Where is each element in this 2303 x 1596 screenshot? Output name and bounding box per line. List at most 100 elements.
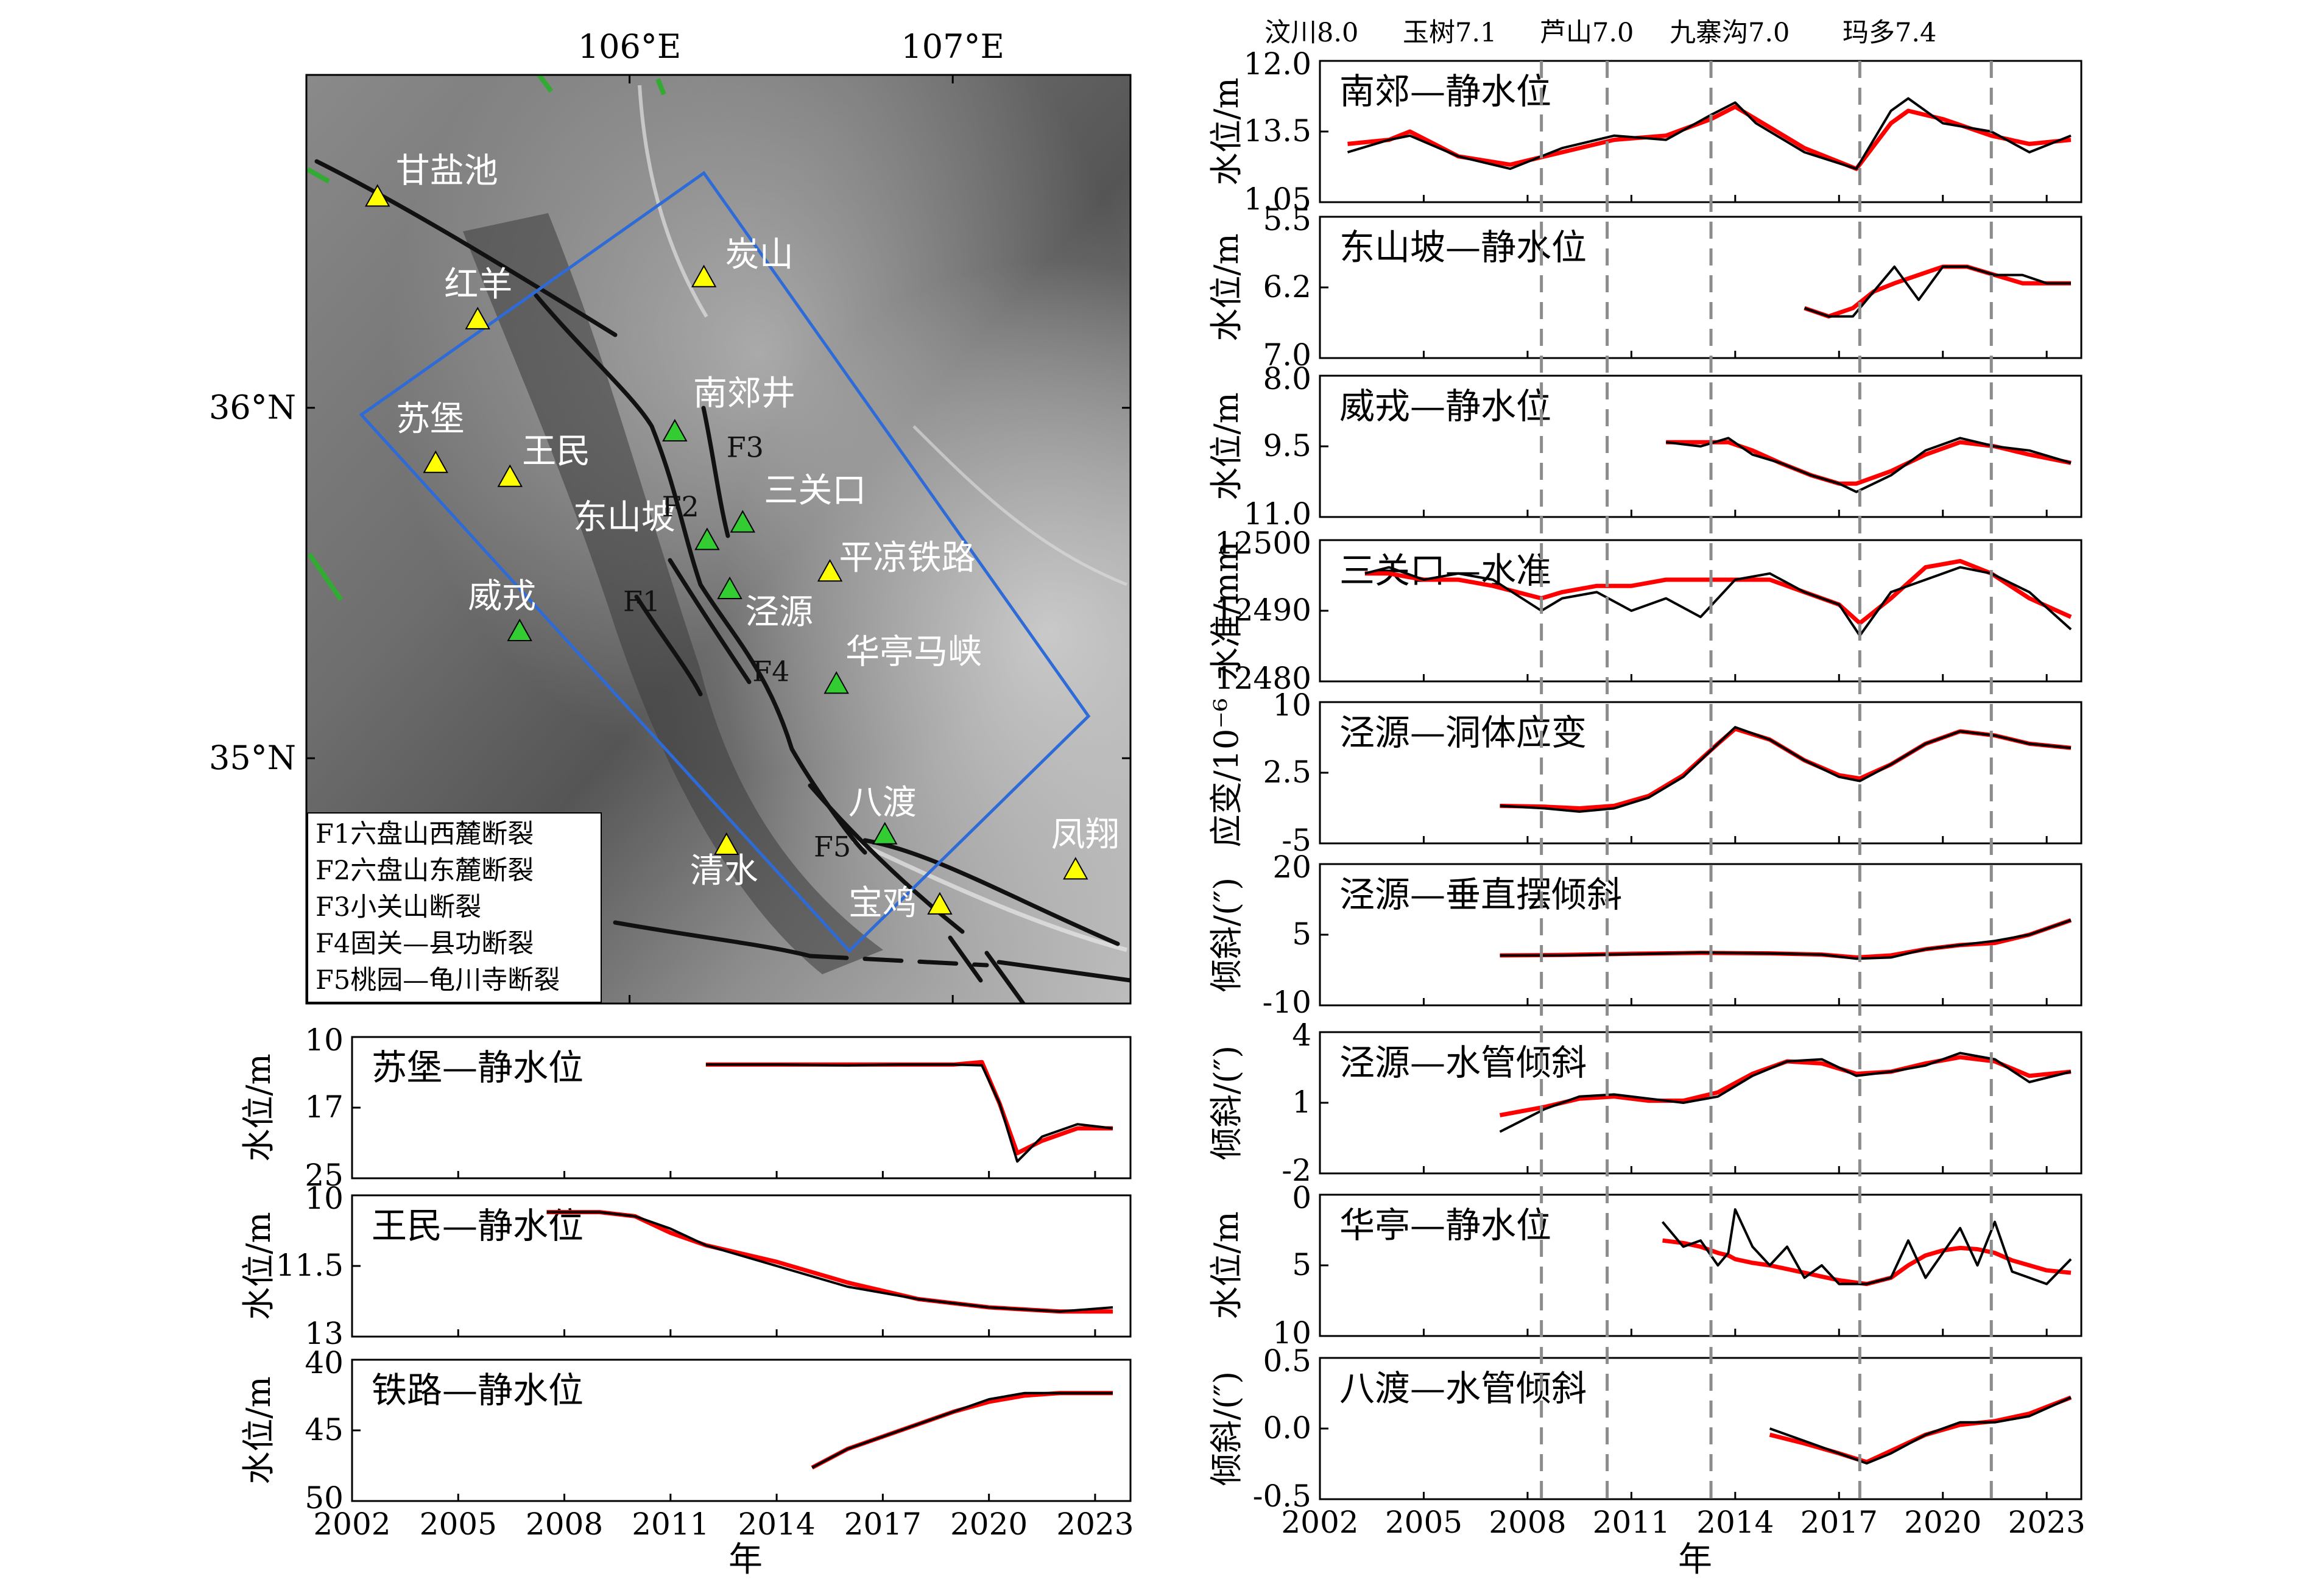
series-line-observed <box>1347 97 2072 170</box>
panel-title: 泾源—洞体应变 <box>1339 712 1587 753</box>
y-axis-label: 水位/m <box>239 1376 278 1484</box>
series-line-observed <box>1500 726 2072 813</box>
x-tick-label: 2023 <box>2008 1505 2086 1540</box>
fault-line <box>996 960 1130 983</box>
site-label: 宝鸡 <box>848 884 917 923</box>
lat-tick-label: 36°N <box>209 388 296 427</box>
x-tick-label: 2020 <box>1904 1505 1981 1540</box>
fault-line <box>314 159 618 337</box>
panel-frame <box>1319 863 2083 1007</box>
y-tick-label: 13 <box>305 1316 344 1351</box>
x-tick-label: 2008 <box>526 1506 603 1542</box>
panel-frame <box>1319 216 2083 359</box>
fault-legend: F1六盘山西麓断裂 F2六盘山东麓断裂 F3小关山断裂 F4固关—县功断裂 F5… <box>307 812 602 1003</box>
y-tick-label: 10 <box>1272 1315 1311 1351</box>
y-axis-label: 水位/m <box>239 1212 278 1320</box>
x-tick-label: 2014 <box>1696 1505 1774 1540</box>
y-tick-label: 1 <box>1292 1085 1311 1120</box>
y-tick-label: 10 <box>1272 687 1311 723</box>
y-tick-label: 6.2 <box>1263 269 1311 304</box>
fault-line <box>613 920 813 958</box>
boundary-fragment <box>655 78 666 96</box>
y-tick-label: -2 <box>1282 1153 1311 1188</box>
y-tick-label: 10 <box>305 1022 344 1058</box>
y-tick-label: 5.5 <box>1263 202 1311 237</box>
legend-entry: F1六盘山西麓断裂 <box>316 819 534 849</box>
y-tick-label: 5 <box>1292 916 1311 952</box>
x-tick-label: 2002 <box>1281 1505 1358 1540</box>
event-label: 玛多7.4 <box>1843 18 1936 48</box>
station-marker-green <box>507 618 532 641</box>
x-tick-label: 2020 <box>950 1506 1028 1542</box>
event-label: 芦山7.0 <box>1540 18 1634 48</box>
station-marker-yellow <box>691 264 717 287</box>
y-axis-label: 倾斜/(″) <box>1207 877 1246 993</box>
x-tick-label: 2017 <box>1800 1505 1878 1540</box>
panel-title: 铁路—静水位 <box>372 1369 584 1411</box>
station-marker-yellow <box>714 832 739 856</box>
x-axis-label-left: 年 <box>728 1540 763 1580</box>
series-line-fit <box>1364 558 2072 625</box>
y-tick-label: 12.0 <box>1244 46 1311 82</box>
x-tick-label: 2014 <box>738 1506 815 1542</box>
fault-line <box>534 293 867 855</box>
station-marker-yellow <box>1063 857 1088 880</box>
y-tick-label: 20 <box>1272 849 1311 885</box>
station-marker-green <box>662 418 688 441</box>
site-label: 平凉铁路 <box>839 538 976 578</box>
fault-label: F2 <box>662 490 699 523</box>
y-tick-label: 0 <box>1292 1180 1311 1215</box>
station-marker-green <box>730 510 755 533</box>
chart-panel: 0 5 10 水位/m 华亭—静水位 <box>1207 1180 2083 1351</box>
series-line-observed <box>1804 265 2071 318</box>
y-tick-label: -0.5 <box>1253 1478 1311 1514</box>
x-tick-label: 2008 <box>1489 1505 1566 1540</box>
fault-label: F4 <box>752 655 789 688</box>
chart-panel: 0.5 0.0 -0.5倾斜/(″) 八渡—水管倾斜 <box>1207 1343 2083 1514</box>
river-line <box>852 838 1127 952</box>
y-tick-label: 0.0 <box>1263 1410 1311 1446</box>
lat-tick-label: 35°N <box>209 739 296 777</box>
panel-title: 泾源—垂直摆倾斜 <box>1339 874 1622 915</box>
series-line-observed <box>1499 1052 2072 1133</box>
legend-entry: F5桃园—龟川寺断裂 <box>316 965 560 996</box>
panel-title: 三关口—水准 <box>1339 550 1551 591</box>
event-header: 汶川8.0 玉树7.1 芦山7.0 九寨沟7.0 玛多7.4 <box>1264 18 1936 48</box>
y-tick-label: 7.0 <box>1263 337 1311 373</box>
series-line-observed <box>1661 1208 2072 1285</box>
x-tick-label: 2011 <box>1593 1505 1670 1540</box>
y-tick-label: -10 <box>1262 985 1311 1020</box>
y-tick-label: -5 <box>1282 823 1311 858</box>
fault-label: F3 <box>727 431 764 463</box>
fault-line <box>634 594 703 697</box>
y-tick-label: 13.5 <box>1244 113 1311 149</box>
x-tick-label: 2023 <box>1056 1506 1134 1542</box>
legend-entry: F3小关山断裂 <box>316 892 481 923</box>
chart-panel: 10 2.5 -5 应变/10⁻⁶ 泾源—洞体应变 <box>1207 687 2083 858</box>
series-line-fit <box>1804 264 2071 319</box>
site-label: 南郊井 <box>693 374 795 413</box>
panel-frame <box>1319 701 2083 845</box>
panel-title: 东山坡—静水位 <box>1339 227 1587 268</box>
panel-title: 南郊—静水位 <box>1339 71 1551 112</box>
fault-line <box>701 406 730 538</box>
y-tick-label: 25 <box>305 1158 344 1193</box>
map-ticks: 106°E 107°E 36°N 35°N <box>209 27 1130 1004</box>
chart-panel: 5.5 6.2 7.0 水位/m 东山坡—静水位 <box>1207 202 2083 373</box>
boundary-fragment <box>306 167 330 184</box>
y-tick-label: 11.5 <box>276 1248 344 1283</box>
station-marker-yellow <box>423 450 448 473</box>
event-label: 汶川8.0 <box>1264 18 1358 48</box>
y-tick-label: 40 <box>305 1345 344 1380</box>
site-label: 八渡 <box>848 783 917 823</box>
y-axis-label: 应变/10⁻⁶ <box>1207 698 1246 847</box>
river-line <box>638 85 708 318</box>
y-tick-label: 5 <box>1292 1247 1311 1282</box>
panel-title: 华亭—静水位 <box>1339 1204 1551 1246</box>
fault-label: F1 <box>623 585 660 617</box>
map-frame <box>305 74 1132 1005</box>
chart-panel: 20 5 -10 倾斜/(″) 泾源—垂直摆倾斜 <box>1207 849 2083 1020</box>
y-tick-label: 12480 <box>1215 661 1311 696</box>
